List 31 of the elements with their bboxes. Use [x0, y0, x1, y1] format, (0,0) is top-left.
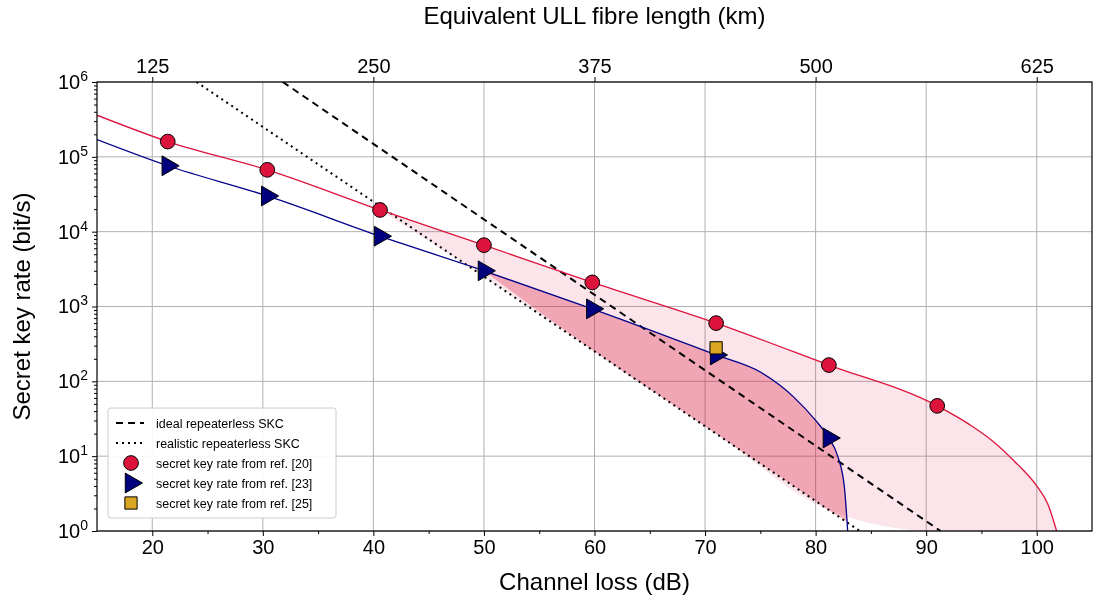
x2-tick-label: 500	[799, 55, 833, 77]
y-tick-label: 10$^{2}$	[57, 367, 89, 393]
x-axis-title: Channel loss (dB)	[499, 568, 690, 595]
y-tick-label: 10$^{0}$	[57, 516, 89, 542]
x-tick-label: 40	[362, 536, 386, 559]
x2-axis-title: Equivalent ULL fibre length (km)	[423, 2, 766, 29]
x-tick-label: 100	[1020, 536, 1054, 559]
x-tick-label: 60	[583, 536, 607, 559]
y-tick-label: 10$^{6}$	[57, 67, 89, 93]
x2-tick-label: 625	[1020, 55, 1054, 77]
x-tick-label: 80	[804, 536, 828, 559]
legend-label: secret key rate from ref. [25]	[156, 496, 313, 511]
legend-label: secret key rate from ref. [23]	[156, 476, 313, 491]
x-tick-label: 20	[141, 536, 164, 559]
y-axis-title: Secret key rate (bit/s)	[8, 192, 35, 421]
x-tick-label: 30	[252, 536, 275, 559]
line-series	[97, 138, 849, 531]
y-tick-label: 10$^{5}$	[57, 142, 89, 168]
legend-label: ideal repeaterless SKC	[156, 416, 284, 431]
x-tick-label: 90	[915, 536, 938, 559]
x2-tick-label: 125	[136, 55, 170, 77]
line-series	[97, 114, 1058, 531]
legend-label: realistic repeaterless SKC	[156, 436, 300, 451]
legend-label: secret key rate from ref. [20]	[156, 456, 313, 471]
x-tick-label: 70	[694, 536, 717, 559]
y-tick-label: 10$^{1}$	[57, 442, 89, 468]
x2-tick-label: 250	[357, 55, 391, 77]
x-tick-label: 50	[473, 536, 496, 559]
y-tick-label: 10$^{4}$	[57, 217, 89, 243]
x2-tick-label: 375	[578, 55, 612, 77]
y-tick-label: 10$^{3}$	[57, 292, 89, 318]
